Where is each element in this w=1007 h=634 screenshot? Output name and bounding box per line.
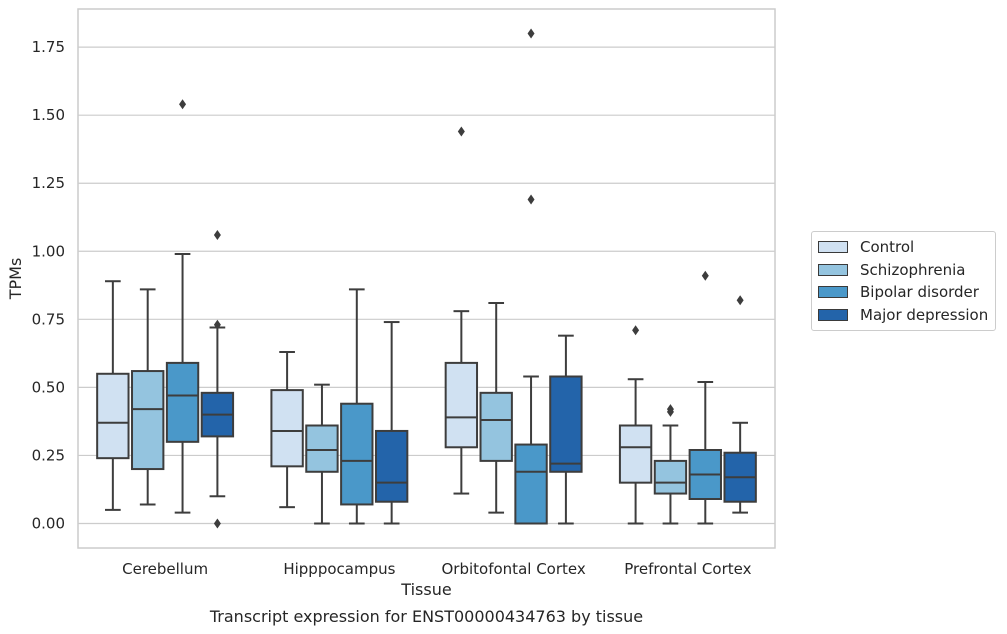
y-tick-label: 1.75	[32, 38, 65, 56]
box	[479, 391, 513, 462]
legend-label-bipolar-disorder: Bipolar disorder	[860, 283, 979, 302]
y-tick-label: 0.75	[32, 310, 65, 328]
legend-label-major-depression: Major depression	[860, 305, 989, 324]
legend-item-major-depression: Major depression	[812, 304, 995, 327]
legend-swatch-schizophrenia	[818, 263, 848, 276]
chart-title: Transcript expression for ENST0000043476…	[209, 607, 643, 626]
legend-label-schizophrenia: Schizophrenia	[860, 260, 966, 279]
outlier-point	[213, 229, 221, 240]
box	[340, 402, 374, 506]
outlier-point	[736, 295, 744, 306]
box	[618, 424, 653, 484]
x-tick-label: Orbitofontal Cortex	[442, 560, 586, 578]
x-tick-label: Cerebellum	[122, 560, 208, 578]
legend-item-schizophrenia: Schizophrenia	[812, 259, 995, 282]
x-tick-label: Hipppocampus	[283, 560, 395, 578]
box	[549, 375, 583, 473]
y-axis-label: TPMs	[6, 258, 25, 301]
box	[514, 443, 548, 525]
outlier-point	[527, 28, 535, 39]
y-tick-label: 0.50	[32, 378, 65, 396]
outlier-point	[457, 126, 465, 137]
outlier-point	[213, 518, 221, 529]
legend-label-control: Control	[860, 238, 915, 257]
box	[374, 429, 409, 503]
legend-item-bipolar-disorder: Bipolar disorder	[812, 281, 995, 304]
box	[444, 361, 479, 449]
legend-item-control: Control	[812, 236, 995, 259]
outlier-point	[632, 325, 640, 336]
outlier-point	[666, 404, 674, 415]
y-tick-label: 1.25	[32, 174, 65, 192]
box	[96, 372, 130, 460]
box	[165, 361, 200, 443]
y-tick-label: 1.00	[32, 242, 65, 260]
y-tick-label: 0.00	[32, 515, 65, 533]
y-tick-label: 1.50	[32, 106, 65, 124]
box	[305, 424, 339, 473]
x-tick-label: Prefrontal Cortex	[624, 560, 751, 578]
legend-swatch-major-depression	[818, 308, 848, 321]
outlier-point	[701, 270, 709, 281]
outlier-point	[179, 99, 187, 110]
plot-frame	[77, 8, 776, 549]
x-axis-label: Tissue	[400, 580, 451, 599]
box	[270, 389, 304, 468]
box	[131, 370, 165, 471]
plot-area	[78, 9, 775, 548]
y-tick-label: 0.25	[32, 446, 65, 464]
box	[653, 459, 688, 495]
legend-swatch-bipolar-disorder	[818, 286, 848, 299]
outlier-point	[213, 319, 221, 330]
outlier-point	[527, 194, 535, 205]
legend: Control Schizophrenia Bipolar disorder M…	[811, 231, 996, 331]
legend-swatch-control	[818, 241, 848, 254]
